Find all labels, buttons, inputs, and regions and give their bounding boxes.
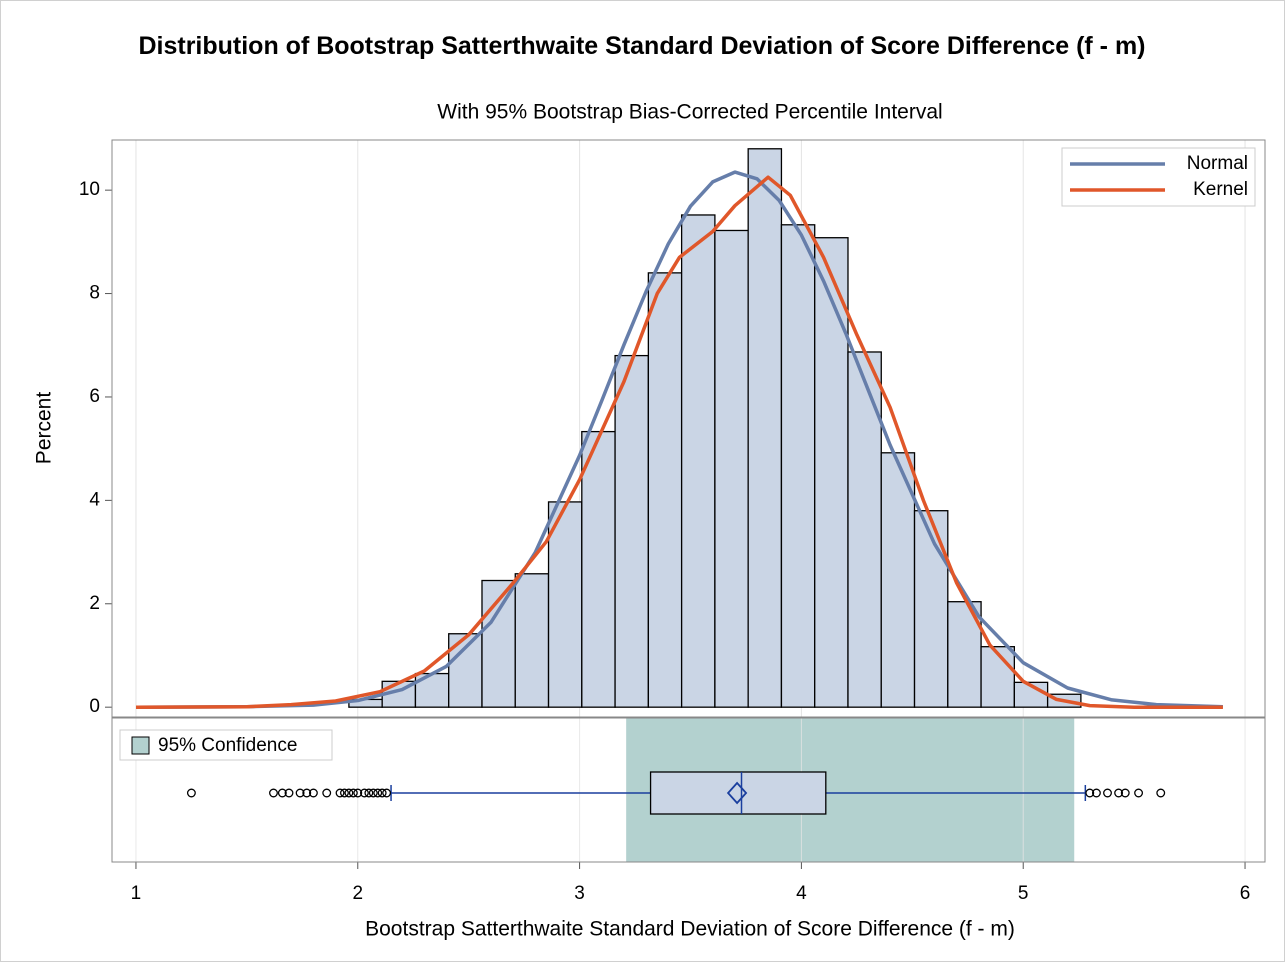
outlier bbox=[344, 788, 354, 798]
mean-marker bbox=[726, 781, 748, 805]
plot-frame bbox=[111, 717, 1266, 863]
legend-box bbox=[119, 729, 333, 761]
density-curve bbox=[135, 170, 1223, 709]
bar bbox=[880, 452, 916, 708]
outlier bbox=[269, 788, 278, 798]
x-tick-label: 2 bbox=[352, 883, 363, 904]
legend-box bbox=[1061, 147, 1256, 207]
bar bbox=[481, 579, 516, 708]
bar bbox=[680, 214, 716, 708]
x-tick-label: 6 bbox=[1240, 883, 1251, 904]
bar bbox=[714, 229, 749, 708]
y-tick-label: 4 bbox=[89, 489, 100, 510]
y-tick-label: 2 bbox=[89, 593, 100, 614]
chart-subtitle: With 95% Bootstrap Bias-Corrected Percen… bbox=[437, 101, 942, 124]
outlier bbox=[1103, 788, 1112, 798]
outlier bbox=[359, 788, 369, 798]
plot-frame bbox=[111, 139, 1266, 718]
bar bbox=[847, 351, 882, 708]
outlier bbox=[1091, 788, 1101, 798]
density-curve bbox=[135, 175, 1223, 709]
y-tick-label: 10 bbox=[79, 179, 100, 200]
y-tick-label: 0 bbox=[89, 696, 100, 717]
bar bbox=[647, 272, 683, 708]
legend-label: 95% Confidence bbox=[158, 735, 297, 756]
outlier bbox=[1134, 788, 1144, 798]
outlier bbox=[1120, 788, 1130, 798]
bar bbox=[614, 354, 650, 708]
outlier bbox=[277, 788, 287, 798]
bar bbox=[514, 573, 550, 708]
legend-swatch bbox=[131, 736, 150, 755]
outlier bbox=[368, 788, 378, 798]
outlier bbox=[1156, 788, 1166, 798]
chart-title: Distribution of Bootstrap Satterthwaite … bbox=[138, 32, 1146, 60]
bar bbox=[547, 501, 583, 708]
box bbox=[649, 771, 827, 815]
bar bbox=[814, 237, 849, 708]
bar bbox=[780, 224, 816, 708]
x-tick-label: 1 bbox=[131, 883, 142, 904]
outlier bbox=[1085, 788, 1095, 798]
outlier bbox=[295, 788, 305, 798]
legend-label: Kernel bbox=[1193, 179, 1248, 200]
outlier bbox=[353, 788, 363, 798]
outlier bbox=[322, 788, 332, 798]
x-tick-label: 4 bbox=[796, 883, 807, 904]
y-tick-label: 8 bbox=[89, 283, 100, 304]
legend-label: Normal bbox=[1187, 153, 1248, 174]
y-tick-label: 6 bbox=[89, 386, 100, 407]
x-tick-label: 3 bbox=[574, 883, 585, 904]
outlier bbox=[186, 788, 196, 798]
bar bbox=[980, 646, 1015, 708]
bar bbox=[581, 430, 616, 708]
outlier bbox=[348, 788, 358, 798]
outlier bbox=[284, 788, 294, 798]
bar bbox=[747, 148, 783, 708]
outlier bbox=[340, 788, 349, 798]
outlier bbox=[335, 788, 345, 798]
x-tick-label: 5 bbox=[1018, 883, 1029, 904]
outlier bbox=[373, 788, 383, 798]
outlier bbox=[1114, 788, 1124, 798]
outlier bbox=[302, 788, 312, 798]
outlier bbox=[377, 788, 387, 798]
outlier bbox=[382, 788, 392, 798]
x-axis-label: Bootstrap Satterthwaite Standard Deviati… bbox=[365, 918, 1015, 941]
outlier bbox=[364, 788, 374, 798]
outlier bbox=[308, 788, 318, 798]
y-axis-label: Percent bbox=[33, 392, 56, 465]
